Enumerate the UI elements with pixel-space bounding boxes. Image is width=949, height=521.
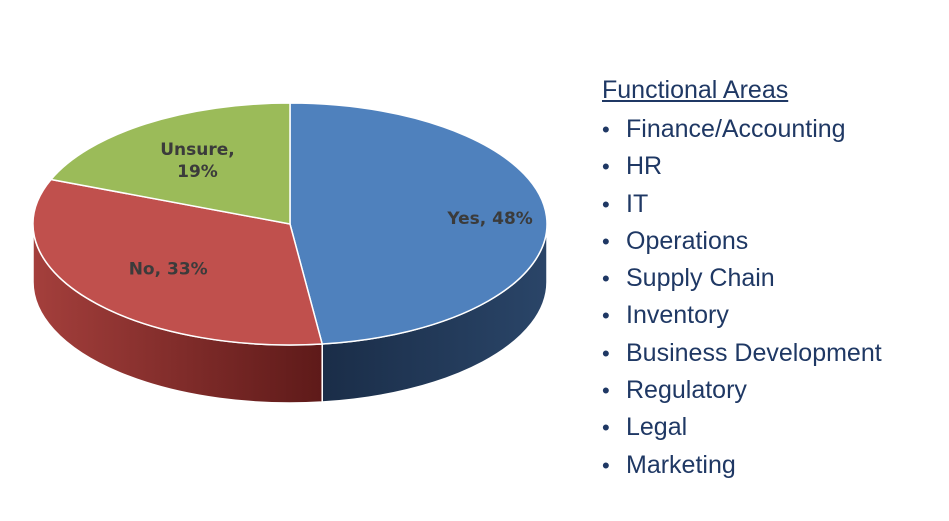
list-item: • Supply Chain — [602, 260, 942, 297]
list-item: • HR — [602, 148, 942, 185]
list-item-label: Inventory — [626, 301, 729, 330]
list-item-label: Marketing — [626, 450, 736, 479]
pie-chart: Yes, 48% No, 33% Unsure, 19% — [32, 102, 548, 404]
list-item-label: Regulatory — [626, 376, 747, 405]
list-item: • Finance/Accounting — [602, 111, 942, 148]
list-item: • Marketing — [602, 447, 942, 484]
bullet-icon: • — [602, 191, 610, 217]
bullet-icon: • — [602, 340, 610, 366]
data-label-no: No, 33% — [129, 260, 208, 280]
functional-areas-panel: Functional Areas • Finance/Accounting • HR… — [602, 74, 942, 484]
list-item: • Legal — [602, 409, 942, 446]
bullet-icon: • — [602, 228, 610, 254]
bullet-icon: • — [602, 266, 610, 292]
list-item: • Operations — [602, 223, 942, 260]
functional-areas-title: Functional Areas — [602, 76, 789, 104]
pie-slice-no — [32, 178, 323, 346]
list-item-label: Operations — [626, 226, 749, 255]
list-item-label: Supply Chain — [626, 264, 775, 293]
data-label-unsure: Unsure, 19% — [160, 140, 235, 182]
bullet-icon: • — [602, 117, 610, 142]
bullet-icon: • — [602, 154, 610, 180]
functional-areas-list: • Finance/Accounting • HR • IT • Operations … — [602, 111, 942, 484]
bullet-icon: • — [602, 303, 610, 329]
bullet-icon: • — [602, 452, 610, 478]
bullet-icon: • — [602, 378, 610, 404]
pie-slice-unsure — [50, 102, 291, 225]
data-label-yes: Yes, 48% — [446, 209, 532, 229]
list-item: • Regulatory — [602, 372, 942, 409]
list-item: • IT — [602, 186, 942, 223]
list-item-label: Business Development — [626, 338, 882, 367]
list-item: • Inventory — [602, 297, 942, 334]
list-item-label: Finance/Accounting — [626, 115, 846, 143]
list-item-label: IT — [626, 189, 649, 218]
list-item-label: Legal — [626, 413, 688, 442]
list-item-label: HR — [626, 152, 663, 181]
bullet-icon: • — [602, 415, 610, 441]
pie-slice-yes — [289, 102, 548, 345]
list-item: • Business Development — [602, 335, 942, 372]
